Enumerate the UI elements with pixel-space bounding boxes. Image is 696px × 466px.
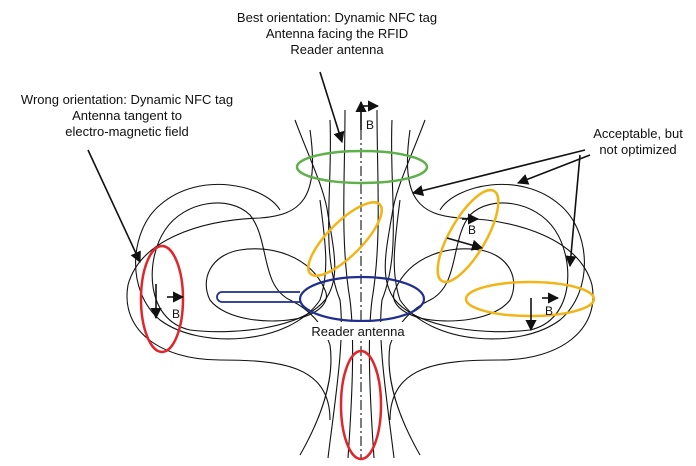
tag-best-green xyxy=(295,149,429,185)
field-line-center-1 xyxy=(343,109,354,459)
acceptable-label-line1: Acceptable, but xyxy=(593,126,683,141)
b-label-upper-right: B xyxy=(468,223,476,237)
field-line-right-inner xyxy=(393,248,515,322)
tag-wrong-bottom xyxy=(339,349,383,461)
reader-antenna-label: Reader antenna xyxy=(311,324,405,339)
field-line-center-3 xyxy=(327,119,342,459)
acceptable-label-line2: not optimized xyxy=(599,142,676,157)
field-line-left-mid xyxy=(135,183,327,340)
field-line-right-outermost xyxy=(389,129,594,421)
arrow-acceptable-3 xyxy=(565,154,581,268)
field-line-right-mid xyxy=(393,183,585,340)
wrong-label-line1: Wrong orientation: Dynamic NFC tag xyxy=(21,92,233,107)
tag-acceptable-right xyxy=(464,280,596,318)
field-line-right-outer xyxy=(384,119,569,456)
arrow-acceptable-1 xyxy=(411,149,586,196)
b-vector-upper-right-tilt xyxy=(446,237,484,251)
b-label-left: B xyxy=(172,307,180,321)
b-label-right: B xyxy=(545,304,553,318)
tag-acceptable-upper-left xyxy=(307,201,383,277)
tag-wrong-left xyxy=(139,244,185,354)
arrow-wrong xyxy=(87,149,141,264)
arrow-best xyxy=(319,71,345,144)
field-line-center-2 xyxy=(368,109,379,459)
best-label-line1: Best orientation: Dynamic NFC tag xyxy=(237,10,437,25)
b-vectors xyxy=(150,100,560,332)
tag-acceptable-upper-right xyxy=(436,188,500,284)
field-line-left-outermost xyxy=(126,129,331,421)
arrow-acceptable-2 xyxy=(516,154,591,185)
annotation-arrows xyxy=(87,71,591,268)
reader-antenna-loop xyxy=(298,275,426,323)
best-label-line2: Antenna facing the RFID xyxy=(266,26,408,41)
field-lines xyxy=(126,109,594,459)
field-line-left-inner xyxy=(205,248,327,322)
best-label-line3: Reader antenna xyxy=(290,42,384,57)
field-line-center-4 xyxy=(380,119,395,459)
wrong-label-line2: Antenna tangent to xyxy=(72,108,182,123)
reader-label-bg xyxy=(300,322,420,340)
reader-antenna-lead xyxy=(216,291,300,303)
b-label-top: B xyxy=(366,118,374,132)
wrong-label-line3: electro-magnetic field xyxy=(65,124,189,139)
reader-antenna xyxy=(216,275,426,323)
